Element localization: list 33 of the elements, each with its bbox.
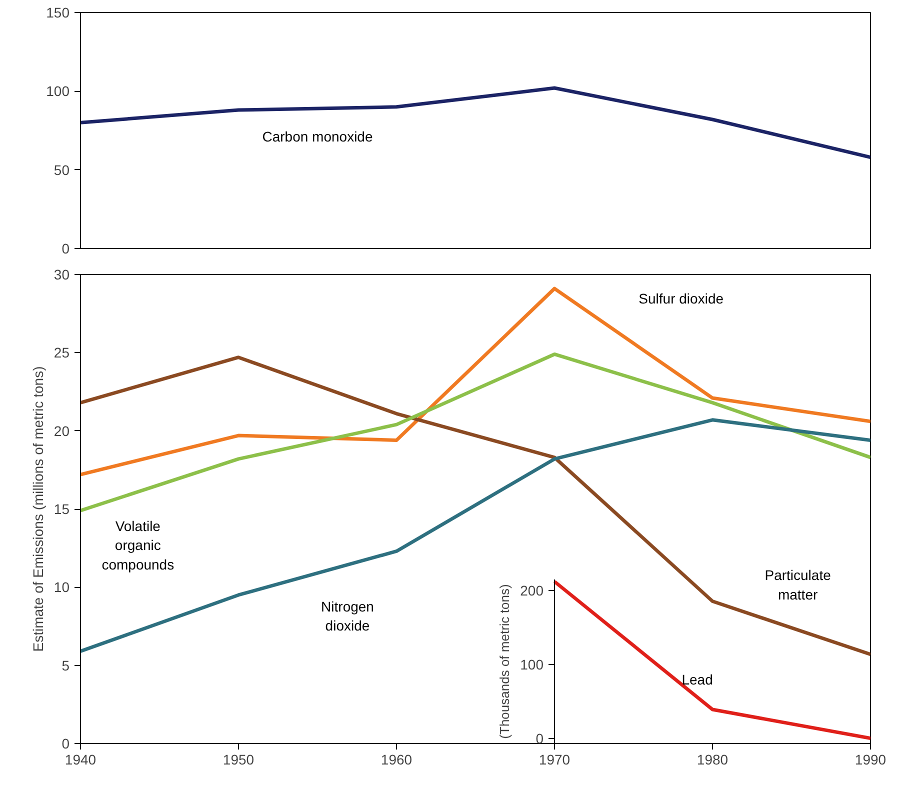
- x-tick-label: 1960: [380, 752, 412, 768]
- x-tick-label: 1990: [854, 752, 886, 768]
- series-label: Nitrogen dioxide: [321, 598, 374, 634]
- y2-axis-title: (Thousands of metric tons): [497, 584, 512, 739]
- x-tick-label: 1950: [222, 752, 254, 768]
- y2-tick-label: 200: [520, 582, 544, 598]
- y-tick-label: 10: [54, 579, 70, 596]
- line-series: [80, 418, 870, 654]
- line-series: [80, 86, 870, 159]
- y-tick-label: 0: [62, 240, 70, 256]
- y2-tick-label: 100: [520, 656, 544, 672]
- series-label: Particulate matter: [764, 567, 832, 602]
- y-tick-label: 25: [54, 344, 70, 361]
- y-tick-label: 50: [54, 162, 70, 178]
- y-axis-title: Estimate of Emissions (millions of metric tons): [30, 366, 46, 652]
- y-tick-label: 30: [54, 266, 70, 282]
- series-label: Carbon monoxide: [262, 128, 373, 144]
- y-tick-label: 5: [62, 657, 70, 674]
- x-tick-label: 1970: [538, 752, 570, 768]
- line-series: [80, 286, 870, 476]
- x-tick-label: 1940: [64, 752, 96, 768]
- y-tick-label: 150: [46, 4, 70, 20]
- y-tick-label: 100: [46, 83, 70, 100]
- line-series: [80, 352, 870, 512]
- y-tick-label: 20: [54, 422, 70, 439]
- x-tick-label: 1980: [696, 752, 728, 768]
- y2-tick-label: 0: [536, 730, 544, 746]
- y-tick-label: 15: [54, 501, 70, 517]
- line-series: [80, 356, 870, 656]
- series-label: Volatile organic compounds: [102, 518, 174, 572]
- series-label: Lead: [682, 671, 713, 688]
- y-tick-label: 0: [62, 736, 70, 752]
- text: Sulfur dioxide: [638, 290, 724, 306]
